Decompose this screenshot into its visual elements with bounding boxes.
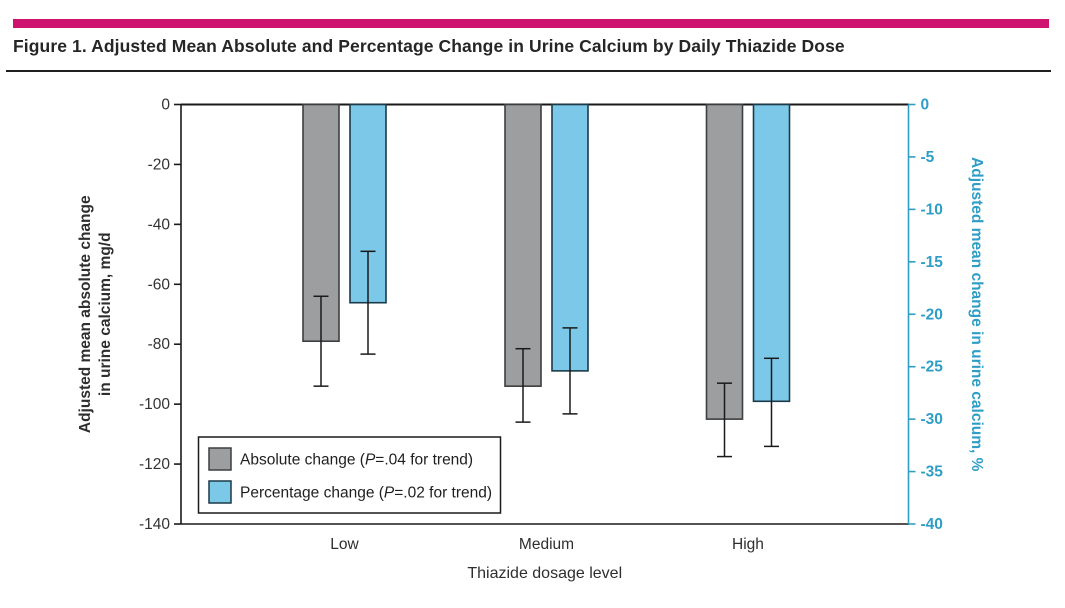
- category-label-medium: Medium: [519, 536, 574, 553]
- right-axis-tick-label: -15: [921, 254, 944, 271]
- category-label-high: High: [732, 536, 764, 553]
- left-axis-tick-label: -80: [148, 336, 171, 353]
- x-axis-title: Thiazide dosage level: [467, 565, 622, 582]
- left-axis-tick-label: -100: [139, 396, 170, 413]
- right-axis-title: Adjusted mean change in urine calcium, %: [968, 157, 985, 472]
- right-axis-tick-label: 0: [921, 97, 930, 114]
- left-axis-title-line2: in urine calcium, mg/d: [97, 232, 114, 396]
- legend-swatch-percentage-change: [208, 480, 232, 504]
- legend-label-percentage-change: Percentage change (P=.02 for trend): [240, 485, 492, 502]
- left-axis-tick-label: 0: [161, 97, 170, 114]
- legend-box: [197, 436, 502, 514]
- right-axis-tick-label: -5: [921, 149, 935, 166]
- left-axis-tick-label: -120: [139, 456, 170, 473]
- bar-absolute-change-medium: [504, 103, 542, 387]
- left-axis-tick-label: -20: [148, 156, 171, 173]
- right-axis-tick-label: -25: [921, 359, 944, 376]
- right-axis-tick-label: -20: [921, 306, 943, 323]
- figure-title: Figure 1. Adjusted Mean Absolute and Per…: [13, 36, 845, 56]
- legend-label-absolute-change: Absolute change (P=.04 for trend): [240, 452, 473, 469]
- figure-accent-bar: [13, 19, 1049, 28]
- right-axis-tick-label: -30: [921, 411, 943, 428]
- figure-title-rule: [6, 70, 1051, 72]
- right-axis-tick-label: -10: [921, 201, 943, 218]
- right-axis-tick-label: -40: [921, 516, 943, 533]
- left-axis-tick-label: -40: [148, 216, 171, 233]
- right-axis-tick-label: -35: [921, 464, 944, 481]
- category-label-low: Low: [330, 536, 359, 553]
- bar-absolute-change-high: [705, 103, 744, 420]
- left-axis-tick-label: -140: [139, 516, 170, 533]
- left-axis-tick-label: -60: [148, 276, 171, 293]
- legend-swatch-absolute-change: [208, 447, 232, 471]
- bar-percentage-change-high: [752, 103, 791, 403]
- left-axis-title-line1: Adjusted mean absolute change: [77, 195, 94, 433]
